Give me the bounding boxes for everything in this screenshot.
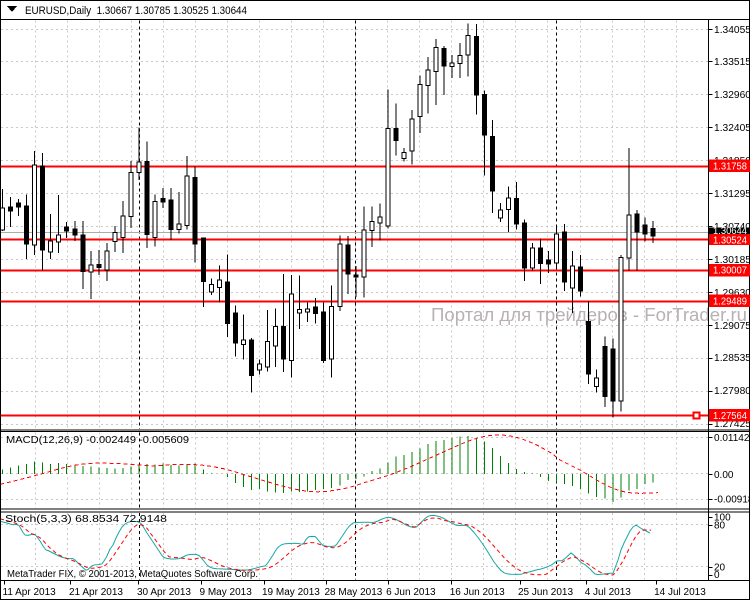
svg-text:1.32405: 1.32405 [714,123,750,134]
svg-text:6 Jun 2013: 6 Jun 2013 [386,587,436,598]
svg-text:4 Jul 2013: 4 Jul 2013 [585,587,632,598]
svg-text:1.29075: 1.29075 [714,321,750,332]
svg-text:0: 0 [714,570,720,581]
svg-text:1.30185: 1.30185 [714,255,750,266]
svg-text:1.27980: 1.27980 [714,386,750,397]
svg-text:1.29489: 1.29489 [713,296,747,307]
svg-text:80: 80 [714,520,726,531]
svg-text:1.29630: 1.29630 [714,288,750,299]
svg-text:28 May 2013: 28 May 2013 [325,587,383,598]
svg-text:14 Jul 2013: 14 Jul 2013 [654,587,706,598]
svg-text:25 Jun 2013: 25 Jun 2013 [518,587,573,598]
svg-text:1.28535: 1.28535 [714,353,750,364]
svg-text:1.27564: 1.27564 [713,411,747,422]
svg-text:1.30644: 1.30644 [713,226,747,237]
svg-text:MetaTrader FIX, © 2001-2013, M: MetaTrader FIX, © 2001-2013, MetaQuotes … [7,569,258,580]
svg-text:19 May 2013: 19 May 2013 [262,587,320,598]
svg-text:20: 20 [714,562,726,573]
svg-text:1.32960: 1.32960 [714,90,750,101]
svg-text:1.30007: 1.30007 [713,266,747,277]
svg-text:1.33515: 1.33515 [714,57,750,68]
svg-text:21 Apr 2013: 21 Apr 2013 [69,587,123,598]
svg-text:1.30524: 1.30524 [713,235,747,246]
svg-text:1.31758: 1.31758 [713,162,747,173]
svg-text:1.31295: 1.31295 [714,189,750,200]
svg-text:1.27425: 1.27425 [714,419,750,430]
svg-text:1.34055: 1.34055 [714,25,750,36]
svg-text:11 Apr 2013: 11 Apr 2013 [3,587,57,598]
svg-text:0.00: 0.00 [714,470,734,481]
svg-text:0.011426: 0.011426 [714,433,750,444]
svg-text:MACD(12,26,9) -0.002449 -0.005: MACD(12,26,9) -0.002449 -0.005609 [6,435,189,446]
svg-text:9 May 2013: 9 May 2013 [200,587,253,598]
svg-text:-0.009187: -0.009187 [714,495,750,506]
svg-text:16 Jun 2013: 16 Jun 2013 [450,587,505,598]
svg-text:EURUSD,Daily 1.30667 1.30785: EURUSD,Daily 1.30667 1.30785 1.30525 1.3… [25,5,247,17]
svg-text:Stoch(5,3,3) 68.8534 72.9148: Stoch(5,3,3) 68.8534 72.9148 [5,514,168,525]
svg-text:100: 100 [714,513,731,524]
svg-text:30 Apr 2013: 30 Apr 2013 [137,587,191,598]
